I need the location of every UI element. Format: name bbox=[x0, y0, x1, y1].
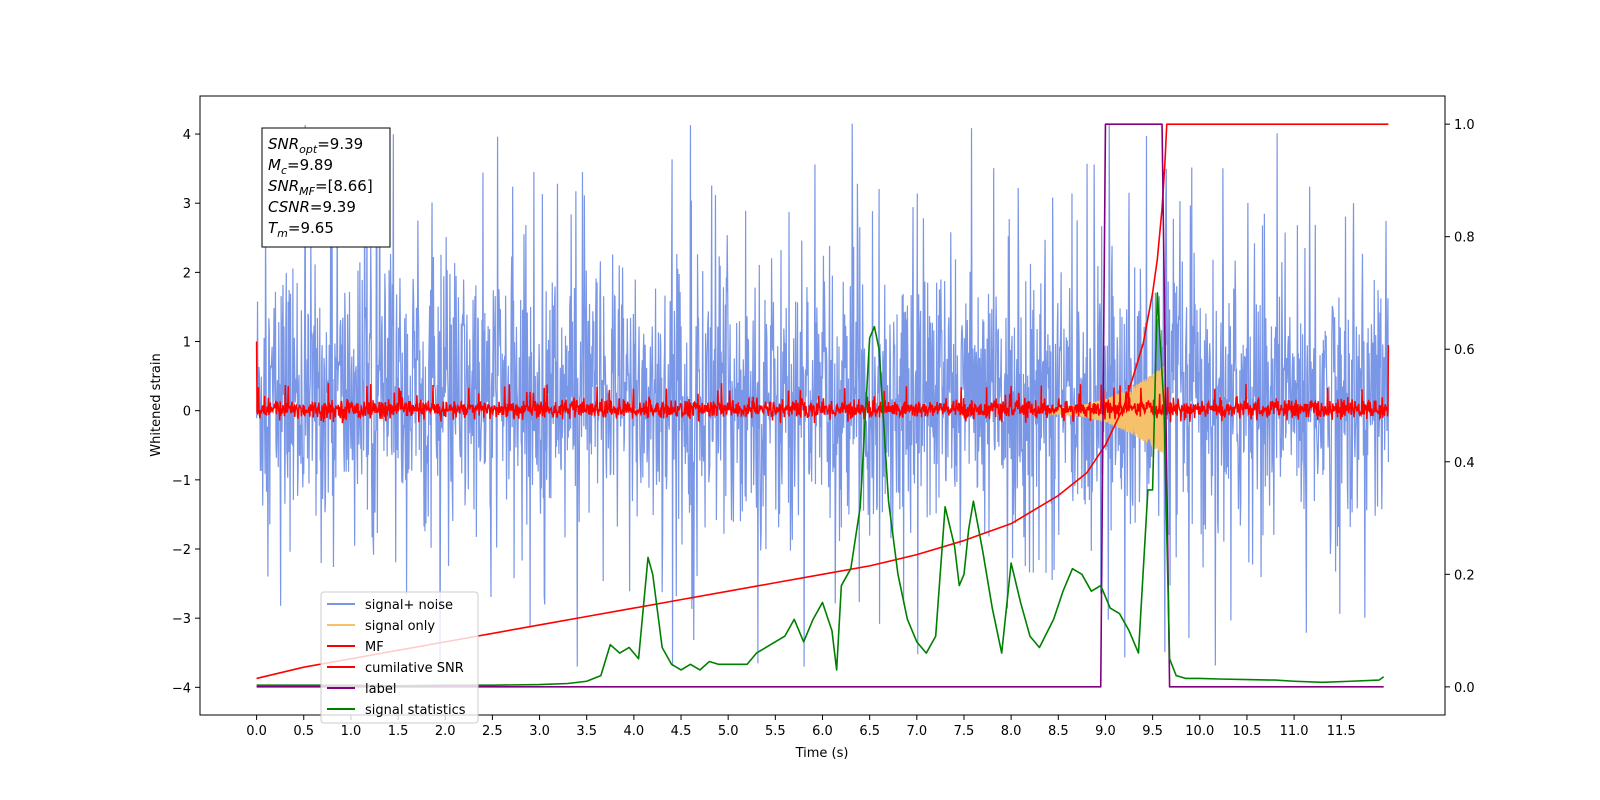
x-tick-label: 11.5 bbox=[1327, 724, 1356, 739]
legend-label: signal+ noise bbox=[365, 598, 453, 613]
x-tick-label: 11.0 bbox=[1280, 724, 1309, 739]
x-tick-label: 9.5 bbox=[1142, 724, 1163, 739]
x-tick-label: 0.0 bbox=[246, 724, 267, 739]
series-label-line bbox=[256, 123, 1384, 688]
legend-label: cumilative SNR bbox=[365, 661, 464, 676]
x-tick-label: 10.0 bbox=[1185, 724, 1214, 739]
x-tick-label: 10.5 bbox=[1232, 724, 1261, 739]
y-axis-right: 1.0 0.8 0.6 0.4 0.2 0.0 bbox=[1445, 118, 1475, 696]
legend-label: label bbox=[365, 682, 396, 697]
info-line: Mc=9.89 bbox=[268, 156, 333, 177]
x-tick-label: 1.0 bbox=[341, 724, 362, 739]
x-tick-label: 9.0 bbox=[1095, 724, 1116, 739]
x-tick-label: 7.0 bbox=[906, 724, 927, 739]
y-left-tick-label: −1 bbox=[172, 474, 191, 489]
x-tick-label: 5.5 bbox=[765, 724, 786, 739]
x-tick-label: 2.0 bbox=[435, 724, 456, 739]
x-tick-label: 7.5 bbox=[954, 724, 975, 739]
y-left-tick-label: −4 bbox=[172, 681, 191, 696]
x-tick-label: 8.0 bbox=[1001, 724, 1022, 739]
y-left-tick-label: 3 bbox=[183, 197, 191, 212]
x-tick-label: 6.0 bbox=[812, 724, 833, 739]
y-left-tick-label: 0 bbox=[183, 405, 191, 420]
x-tick-label: 5.0 bbox=[718, 724, 739, 739]
x-tick-label: 3.5 bbox=[576, 724, 597, 739]
y-left-tick-label: 1 bbox=[183, 336, 191, 351]
x-tick-label: 0.5 bbox=[293, 724, 314, 739]
y-right-tick-label: 0.0 bbox=[1454, 681, 1475, 696]
info-line: SNRopt=9.39 bbox=[268, 135, 363, 156]
y-left-tick-label: 4 bbox=[183, 128, 191, 143]
x-tick-label: 3.0 bbox=[529, 724, 550, 739]
series-signal-noise-line bbox=[255, 123, 1390, 667]
series-mf-line bbox=[255, 341, 1390, 424]
y-right-tick-label: 0.8 bbox=[1454, 231, 1475, 246]
y-left-tick-label: −3 bbox=[172, 612, 191, 627]
x-tick-label: 2.5 bbox=[482, 724, 503, 739]
y-left-tick-label: 2 bbox=[183, 266, 191, 281]
legend: signal+ noise signal only MF cumilative SNR… bbox=[320, 591, 479, 724]
y-right-tick-label: 1.0 bbox=[1454, 118, 1475, 133]
y-right-tick-label: 0.6 bbox=[1454, 343, 1475, 358]
legend-label: signal statistics bbox=[365, 703, 466, 718]
x-axis-label: Time (s) bbox=[795, 746, 849, 761]
y-left-tick-label: −2 bbox=[172, 543, 191, 558]
y-right-tick-label: 0.2 bbox=[1454, 568, 1475, 583]
legend-label: MF bbox=[365, 640, 384, 655]
x-tick-label: 1.5 bbox=[388, 724, 409, 739]
legend-label: signal only bbox=[365, 619, 435, 634]
info-line: SNRMF=[8.66] bbox=[268, 177, 373, 198]
y-right-tick-label: 0.4 bbox=[1454, 456, 1475, 471]
legend-frame bbox=[320, 591, 479, 724]
x-tick-label: 6.5 bbox=[859, 724, 880, 739]
x-axis: 0.0 0.5 1.0 1.5 2.0 2.5 3.0 3.5 4.0 4.5 5.0 5.5 6.0 6… bbox=[246, 715, 1356, 739]
x-tick-label: 4.0 bbox=[624, 724, 645, 739]
x-tick-label: 8.5 bbox=[1048, 724, 1069, 739]
info-line: CSNR=9.39 bbox=[268, 198, 356, 216]
series-signal-statistics-line bbox=[256, 292, 1385, 687]
info-box-frame bbox=[261, 127, 391, 248]
x-tick-label: 4.5 bbox=[671, 724, 692, 739]
y-axis-left: 4 3 2 1 0 −1 −2 −3 −4 bbox=[172, 128, 200, 696]
info-line: Tm=9.65 bbox=[268, 219, 334, 240]
y-axis-label: Whitened strain bbox=[149, 353, 164, 456]
